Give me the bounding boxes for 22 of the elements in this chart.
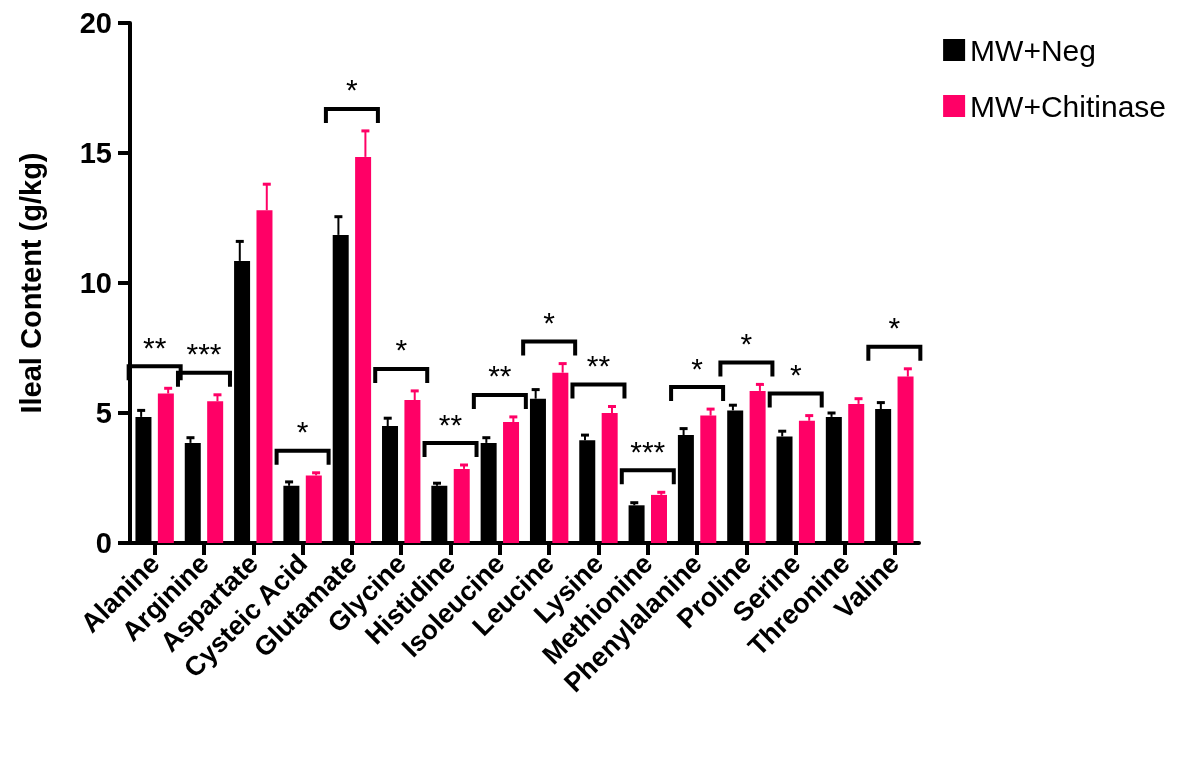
y-tick-label: 5: [95, 397, 112, 429]
annotation: **: [142, 330, 167, 364]
annotation: *: [296, 415, 309, 449]
annotation: ***: [186, 337, 222, 371]
annotation: *: [346, 73, 359, 107]
annotation: *: [395, 333, 408, 367]
annotation: *: [740, 326, 753, 360]
y-tick-label: 10: [79, 267, 112, 299]
annotation: ***: [630, 434, 666, 468]
y-tick-label: 15: [79, 137, 112, 169]
legend-label: MW+Neg: [970, 33, 1096, 67]
y-axis-title: Ileal Content (g/kg): [14, 152, 47, 414]
legend-label: MW+Chitinase: [970, 89, 1167, 123]
annotation: *: [691, 351, 704, 385]
y-tick-label: 0: [95, 527, 112, 559]
annotation: **: [438, 407, 463, 441]
annotation: *: [789, 358, 802, 392]
annotation: **: [586, 349, 611, 382]
y-tick-label: 20: [79, 7, 112, 39]
annotation: **: [488, 359, 512, 393]
annotation: *: [543, 306, 556, 340]
annotation: *: [888, 311, 901, 345]
